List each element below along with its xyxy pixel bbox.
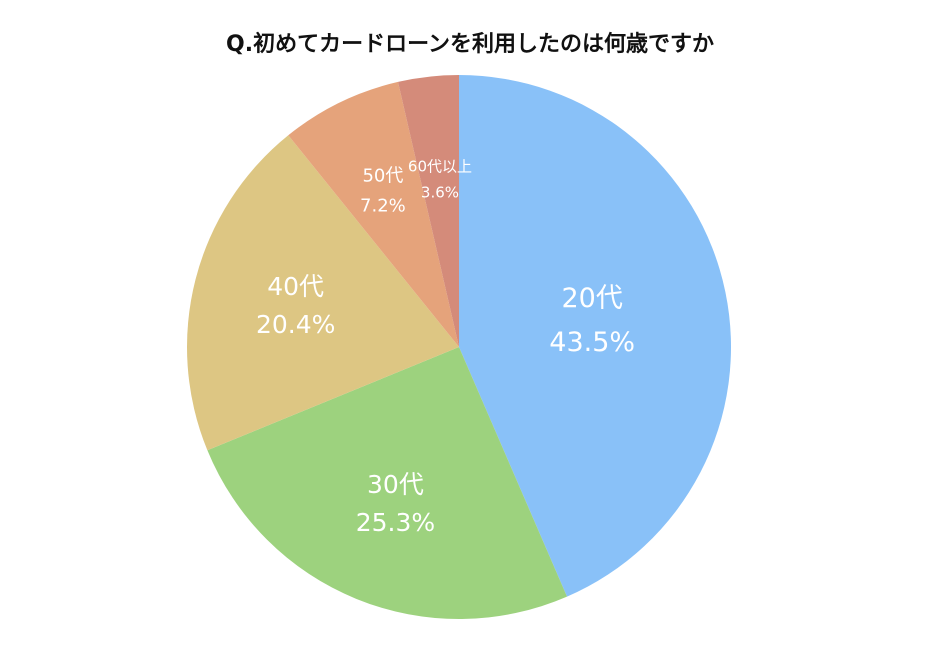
pie-slices [186, 75, 732, 620]
pie-slice-5 [397, 75, 459, 347]
pie-slice-4 [288, 81, 459, 348]
slice-value-label: 25.3% [356, 508, 435, 537]
slice-value-label: 3.6% [421, 184, 459, 202]
slice-value-label: 7.2% [360, 196, 406, 217]
slice-category-label: 20代 [561, 283, 622, 314]
slice-category-label: 40代 [267, 272, 324, 301]
pie-slice-2 [207, 347, 568, 620]
chart-title: Q.初めてカードローンを利用したのは何歳ですか [226, 32, 714, 57]
slice-category-label: 30代 [367, 470, 424, 499]
slice-value-label: 20.4% [256, 310, 335, 339]
slice-category-label: 60代以上 [408, 158, 472, 176]
pie-slice-3 [186, 135, 459, 451]
pie-labels: 20代 43.5% 30代 25.3% 40代 20.4% 50代 7.2% 60代以上 3.6% [256, 158, 635, 537]
slice-value-label: 43.5% [549, 327, 635, 358]
pie-slice-1 [459, 75, 732, 597]
slice-category-label: 50代 [362, 166, 403, 187]
